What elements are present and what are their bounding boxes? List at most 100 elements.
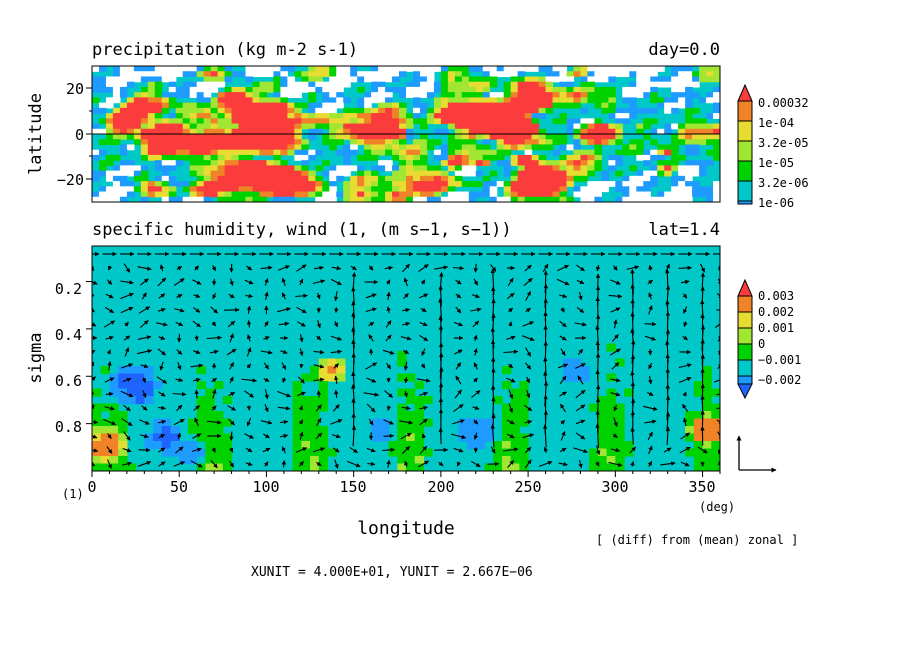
- wind-arrow: [121, 363, 134, 369]
- wind-arrow: [158, 391, 166, 397]
- wind-arrow: [525, 347, 532, 357]
- wind-arrow: [194, 417, 199, 427]
- panel2-xtick-label: 100: [252, 478, 279, 496]
- wind-arrow: [229, 431, 234, 441]
- wind-arrow: [141, 377, 146, 383]
- wind-arrow: [366, 377, 377, 383]
- wind-arrow: [404, 460, 409, 467]
- wind-arrow: [281, 446, 286, 454]
- wind-arrow: [194, 389, 199, 399]
- wind-arrow: [578, 291, 583, 301]
- wind-arrow: [295, 293, 308, 299]
- wind-arrow: [368, 418, 374, 426]
- panel2-ylabel: sigma: [26, 332, 46, 383]
- wind-arrow: [559, 375, 567, 385]
- wind-arrow: [175, 446, 184, 454]
- wind-arrow: [297, 391, 306, 397]
- wind-arrow: [176, 265, 183, 271]
- wind-arrow: [157, 277, 167, 287]
- panel2-xtick-label: 350: [688, 478, 715, 496]
- wind-arrow: [647, 431, 653, 441]
- wind-arrow: [298, 461, 304, 467]
- wind-arrow: [713, 379, 720, 383]
- wind-arrow: [608, 294, 623, 299]
- wind-arrow: [228, 293, 235, 299]
- wind-arrow: [92, 361, 95, 368]
- wind-arrow: [92, 349, 96, 355]
- wind-arrow: [680, 432, 690, 440]
- wind-arrow: [626, 265, 640, 270]
- wind-arrow: [193, 349, 201, 354]
- wind-arrow: [403, 349, 409, 355]
- wind-arrow: [121, 417, 133, 427]
- wind-arrow: [682, 417, 688, 427]
- wind-arrow: [193, 293, 201, 298]
- wind-arrow: [227, 320, 236, 328]
- wind-arrow: [399, 420, 414, 425]
- wind-arrow: [192, 279, 202, 285]
- wind-arrow: [648, 445, 653, 455]
- wind-arrow: [403, 361, 409, 371]
- wind-arrow: [473, 419, 479, 425]
- wind-arrow: [193, 405, 201, 411]
- wind-arrow: [644, 335, 656, 341]
- wind-arrow: [141, 405, 148, 411]
- wind-arrow: [123, 263, 131, 273]
- wind-arrow: [595, 264, 601, 272]
- wind-arrow: [330, 278, 342, 286]
- wind-arrow: [281, 362, 287, 370]
- wind-arrow: [524, 459, 532, 469]
- wind-arrow: [211, 447, 216, 453]
- wind-arrow: [506, 419, 515, 425]
- wind-arrow: [227, 405, 236, 411]
- panel2-xtick-label: 0: [87, 478, 96, 496]
- wind-arrow: [610, 447, 621, 453]
- wind-arrow: [191, 447, 202, 452]
- wind-arrow: [610, 279, 621, 285]
- wind-arrow: [279, 433, 289, 439]
- wind-arrow: [158, 447, 166, 453]
- wind-arrow: [419, 321, 428, 327]
- wind-arrow: [576, 279, 585, 285]
- wind-arrow: [470, 307, 482, 312]
- wind-arrow: [577, 348, 584, 356]
- wind-arrow: [421, 348, 426, 357]
- wind-arrow: [418, 263, 429, 273]
- wind-arrow: [665, 426, 671, 446]
- wind-arrow: [543, 381, 549, 407]
- wind-arrow: [177, 333, 182, 343]
- wind-arrow: [524, 264, 532, 272]
- panel2-colorbar-label: 0.001: [758, 321, 794, 335]
- wind-arrow: [438, 461, 444, 467]
- panel2-title: specific humidity, wind (1, (m s−1, s−1)…: [92, 220, 512, 240]
- wind-arrow: [211, 321, 217, 327]
- wind-arrow: [108, 265, 113, 271]
- wind-arrow: [158, 433, 165, 439]
- wind-arrow: [331, 265, 342, 271]
- wind-arrow: [508, 363, 514, 369]
- wind-arrow: [716, 293, 720, 299]
- wind-arrow: [522, 321, 535, 327]
- wind-arrow: [174, 308, 185, 313]
- wind-arrow: [575, 404, 586, 412]
- wind-arrow: [473, 362, 478, 370]
- wind-arrow: [595, 325, 600, 351]
- wind-arrow: [560, 348, 566, 356]
- wind-arrow: [559, 320, 567, 328]
- panel1-ylabel: latitude: [26, 93, 46, 175]
- wind-arrow: [660, 461, 676, 466]
- wind-arrow: [556, 278, 570, 286]
- wind-arrow: [176, 432, 182, 440]
- wind-arrow: [715, 323, 720, 329]
- wind-arrow: [106, 349, 111, 355]
- wind-arrow: [92, 434, 98, 439]
- wind-arrow: [226, 348, 237, 356]
- wind-arrow: [159, 264, 165, 272]
- wind-arrow: [524, 446, 532, 454]
- wind-arrow: [156, 322, 168, 327]
- wind-arrow: [260, 420, 273, 425]
- wind-arrow: [506, 335, 516, 340]
- panel1-colorbar-label: 3.2e-05: [758, 136, 809, 150]
- wind-arrow: [560, 307, 565, 313]
- wind-arrow: [316, 335, 322, 341]
